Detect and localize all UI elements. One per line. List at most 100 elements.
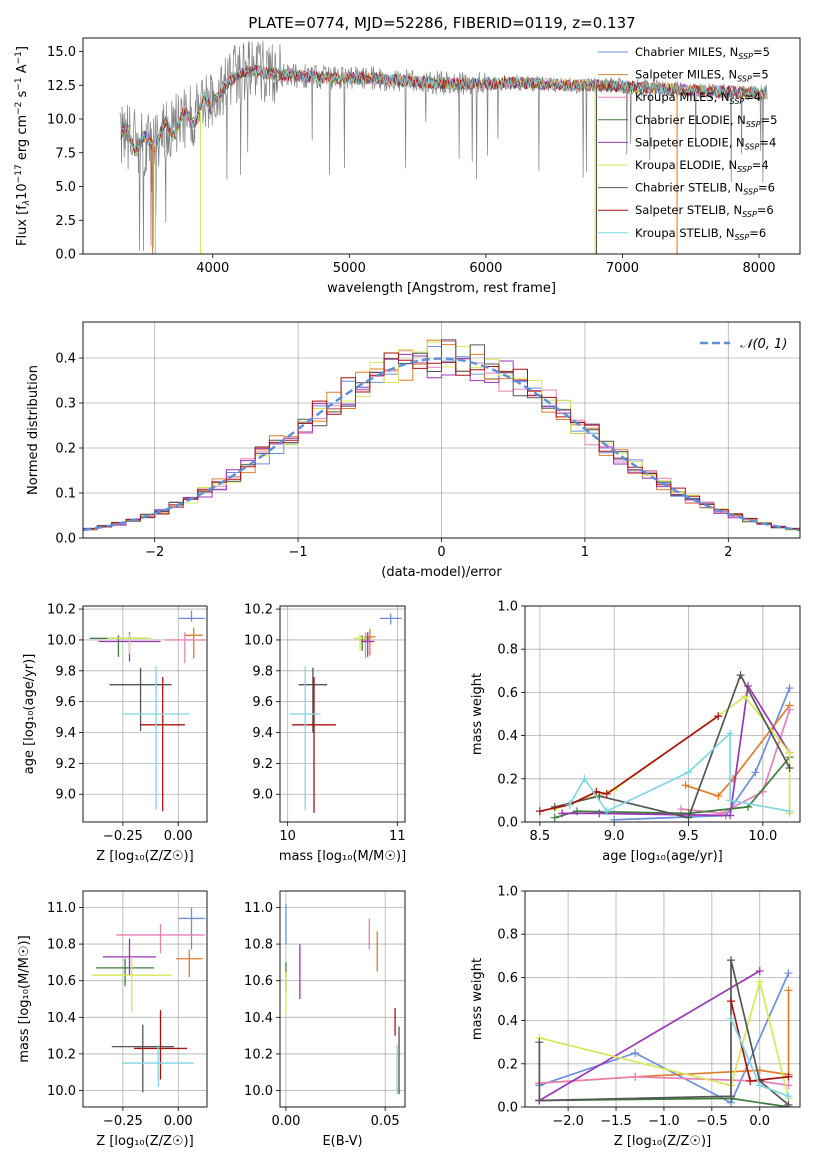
y-tick-label: 9.4 (55, 726, 76, 741)
legend-entry: Salpeter MILES, NSSP=5 (635, 68, 769, 84)
y-tick-label: 0.0 (55, 248, 76, 263)
y-tick-label: 10.4 (244, 1011, 273, 1026)
legend-subscript: SSP (738, 52, 753, 61)
y-tick-label: 10.2 (244, 1047, 273, 1062)
weight-marker (741, 692, 749, 701)
y-axis-label-part: −17 (14, 164, 24, 183)
axes-frame (82, 605, 208, 823)
weight-vs-z-axes: −2.0 −1.5 −1.0 −0.5 0.0 0.0 0.2 0.4 0.6 0.8 1.0 Z [… (470, 885, 801, 1149)
axes-frame (279, 605, 406, 823)
x-tick-label: 5000 (333, 261, 366, 276)
y-axis-label-part: A (15, 64, 30, 77)
axes-frame (524, 605, 801, 823)
spectrum-title: PLATE=0774, MJD=52286, FIBERID=0119, z=0… (248, 14, 635, 32)
legend-entry: Salpeter ELODIE, NSSP=4 (635, 135, 776, 151)
x-tick-label: 8.5 (530, 829, 551, 844)
legend-tail: =6 (757, 203, 774, 217)
x-tick-label: 10.0 (748, 829, 777, 844)
x-tick-label: 9.5 (678, 829, 699, 844)
y-tick-label: 9.6 (55, 695, 76, 710)
axes-frame (82, 890, 208, 1108)
y-tick-label: 0.0 (497, 1101, 518, 1116)
weight-marker (746, 1077, 755, 1086)
y-axis-label: Normed distribution (26, 365, 41, 495)
y-tick-label: 7.5 (55, 146, 76, 161)
mass-vs-ebv-axes: 0.00 0.05 10.0 10.2 10.4 10.6 10.8 11.0 E(B-V) (244, 890, 406, 1149)
x-axis-label: (data-model)/error (381, 565, 502, 580)
weight-series-line (539, 978, 790, 1099)
y-axis-label-part: −1 (14, 51, 24, 64)
legend-subscript: SSP (737, 165, 752, 174)
weight-marker (714, 712, 723, 721)
y-tick-label: 9.0 (252, 788, 273, 803)
y-tick-label: 0.2 (497, 1057, 518, 1072)
legend-subscript: SSP (737, 75, 752, 84)
weight-marker (610, 815, 619, 822)
y-tick-label: 0.4 (497, 729, 518, 744)
y-tick-label: 10.2 (244, 603, 273, 618)
spectrum-model-line (120, 65, 767, 156)
y-axis-label-part: Flux [f (15, 205, 30, 246)
x-tick-label: −0.25 (103, 1114, 143, 1129)
x-tick-label: −1.0 (648, 1114, 680, 1129)
y-tick-label: 1.0 (497, 600, 518, 615)
legend-tail: =5 (752, 68, 769, 82)
legend-subscript: SSP (745, 142, 760, 151)
y-axis-label: mass [log₁₀(M/M☉)] (17, 935, 32, 1062)
x-axis-label: wavelength [Angstrom, rest frame] (327, 281, 556, 296)
weight-marker (681, 781, 690, 790)
age-vs-mass-axes: 10 11 9.0 9.2 9.4 9.6 9.8 10.0 10.2 mass [log₁₀(M… (244, 603, 406, 864)
y-tick-label: 9.6 (252, 695, 273, 710)
y-tick-label: 0.6 (497, 686, 518, 701)
weight-series-line (539, 1075, 789, 1087)
y-tick-label: 0.8 (497, 643, 518, 658)
y-tick-label: 11.0 (47, 901, 76, 916)
x-tick-label: −1 (289, 545, 308, 560)
x-tick-label: 2 (724, 545, 732, 560)
y-tick-label: 0.2 (55, 442, 76, 457)
x-tick-label: 7000 (606, 261, 639, 276)
weight-marker (602, 789, 611, 798)
weight-vs-z-plot-area (535, 956, 793, 1107)
weight-marker (684, 813, 693, 822)
y-tick-label: 0.1 (55, 487, 76, 502)
y-tick-label: 10.4 (47, 1011, 76, 1026)
x-tick-label: 0.05 (371, 1114, 400, 1129)
x-tick-label: −2.0 (552, 1114, 584, 1129)
legend-entry: 𝒩(0, 1) (740, 337, 787, 352)
y-tick-label: 15.0 (47, 45, 76, 60)
x-tick-label: 1 (581, 545, 589, 560)
x-tick-label: 4000 (196, 261, 229, 276)
weight-marker (631, 1049, 640, 1057)
weight-series-line (539, 715, 719, 813)
weight-marker (784, 1100, 793, 1107)
x-axis-label: Z [log₁₀(Z/Z☉)] (614, 1134, 711, 1149)
weight-marker (785, 705, 794, 714)
axes-frame (82, 321, 801, 539)
y-tick-label: 10.6 (47, 974, 76, 989)
y-tick-label: 0.3 (55, 397, 76, 412)
mass-vs-z-axes: −0.25 0.00 10.0 10.2 10.4 10.6 10.8 11.0 Z [log₁… (17, 890, 208, 1149)
age-vs-z-axes: −0.25 0.00 9.0 9.2 9.4 9.6 9.8 10.0 10.2 Z [log₁₀… (22, 603, 208, 864)
y-tick-label: 0.4 (497, 1014, 518, 1029)
y-tick-label: 12.5 (47, 79, 76, 94)
y-axis-label: Flux [fλ10−17 erg cm−2 s−1 A−1] (14, 46, 32, 246)
legend-tail: =4 (752, 158, 769, 172)
weight-series-line (614, 687, 791, 821)
y-tick-label: 10.0 (244, 1084, 273, 1099)
legend-entry: Chabrier ELODIE, NSSP=5 (635, 113, 777, 129)
y-tick-label: 9.8 (252, 664, 273, 679)
weight-marker (727, 1014, 736, 1023)
x-axis-label: mass [log₁₀(M/M☉)] (279, 849, 406, 864)
x-tick-label: −2 (145, 545, 164, 560)
legend-subscript: SSP (742, 210, 757, 219)
legend-tail: =6 (758, 181, 775, 195)
y-tick-label: 10.6 (244, 974, 273, 989)
y-tick-label: 0.0 (55, 532, 76, 547)
weight-marker (535, 1096, 544, 1105)
legend-entry: Kroupa STELIB, NSSP=6 (635, 226, 766, 242)
x-axis-label: Z [log₁₀(Z/Z☉)] (96, 1134, 193, 1149)
y-tick-label: 1.0 (497, 885, 518, 900)
weight-marker (535, 807, 544, 816)
y-tick-label: 10.8 (47, 938, 76, 953)
